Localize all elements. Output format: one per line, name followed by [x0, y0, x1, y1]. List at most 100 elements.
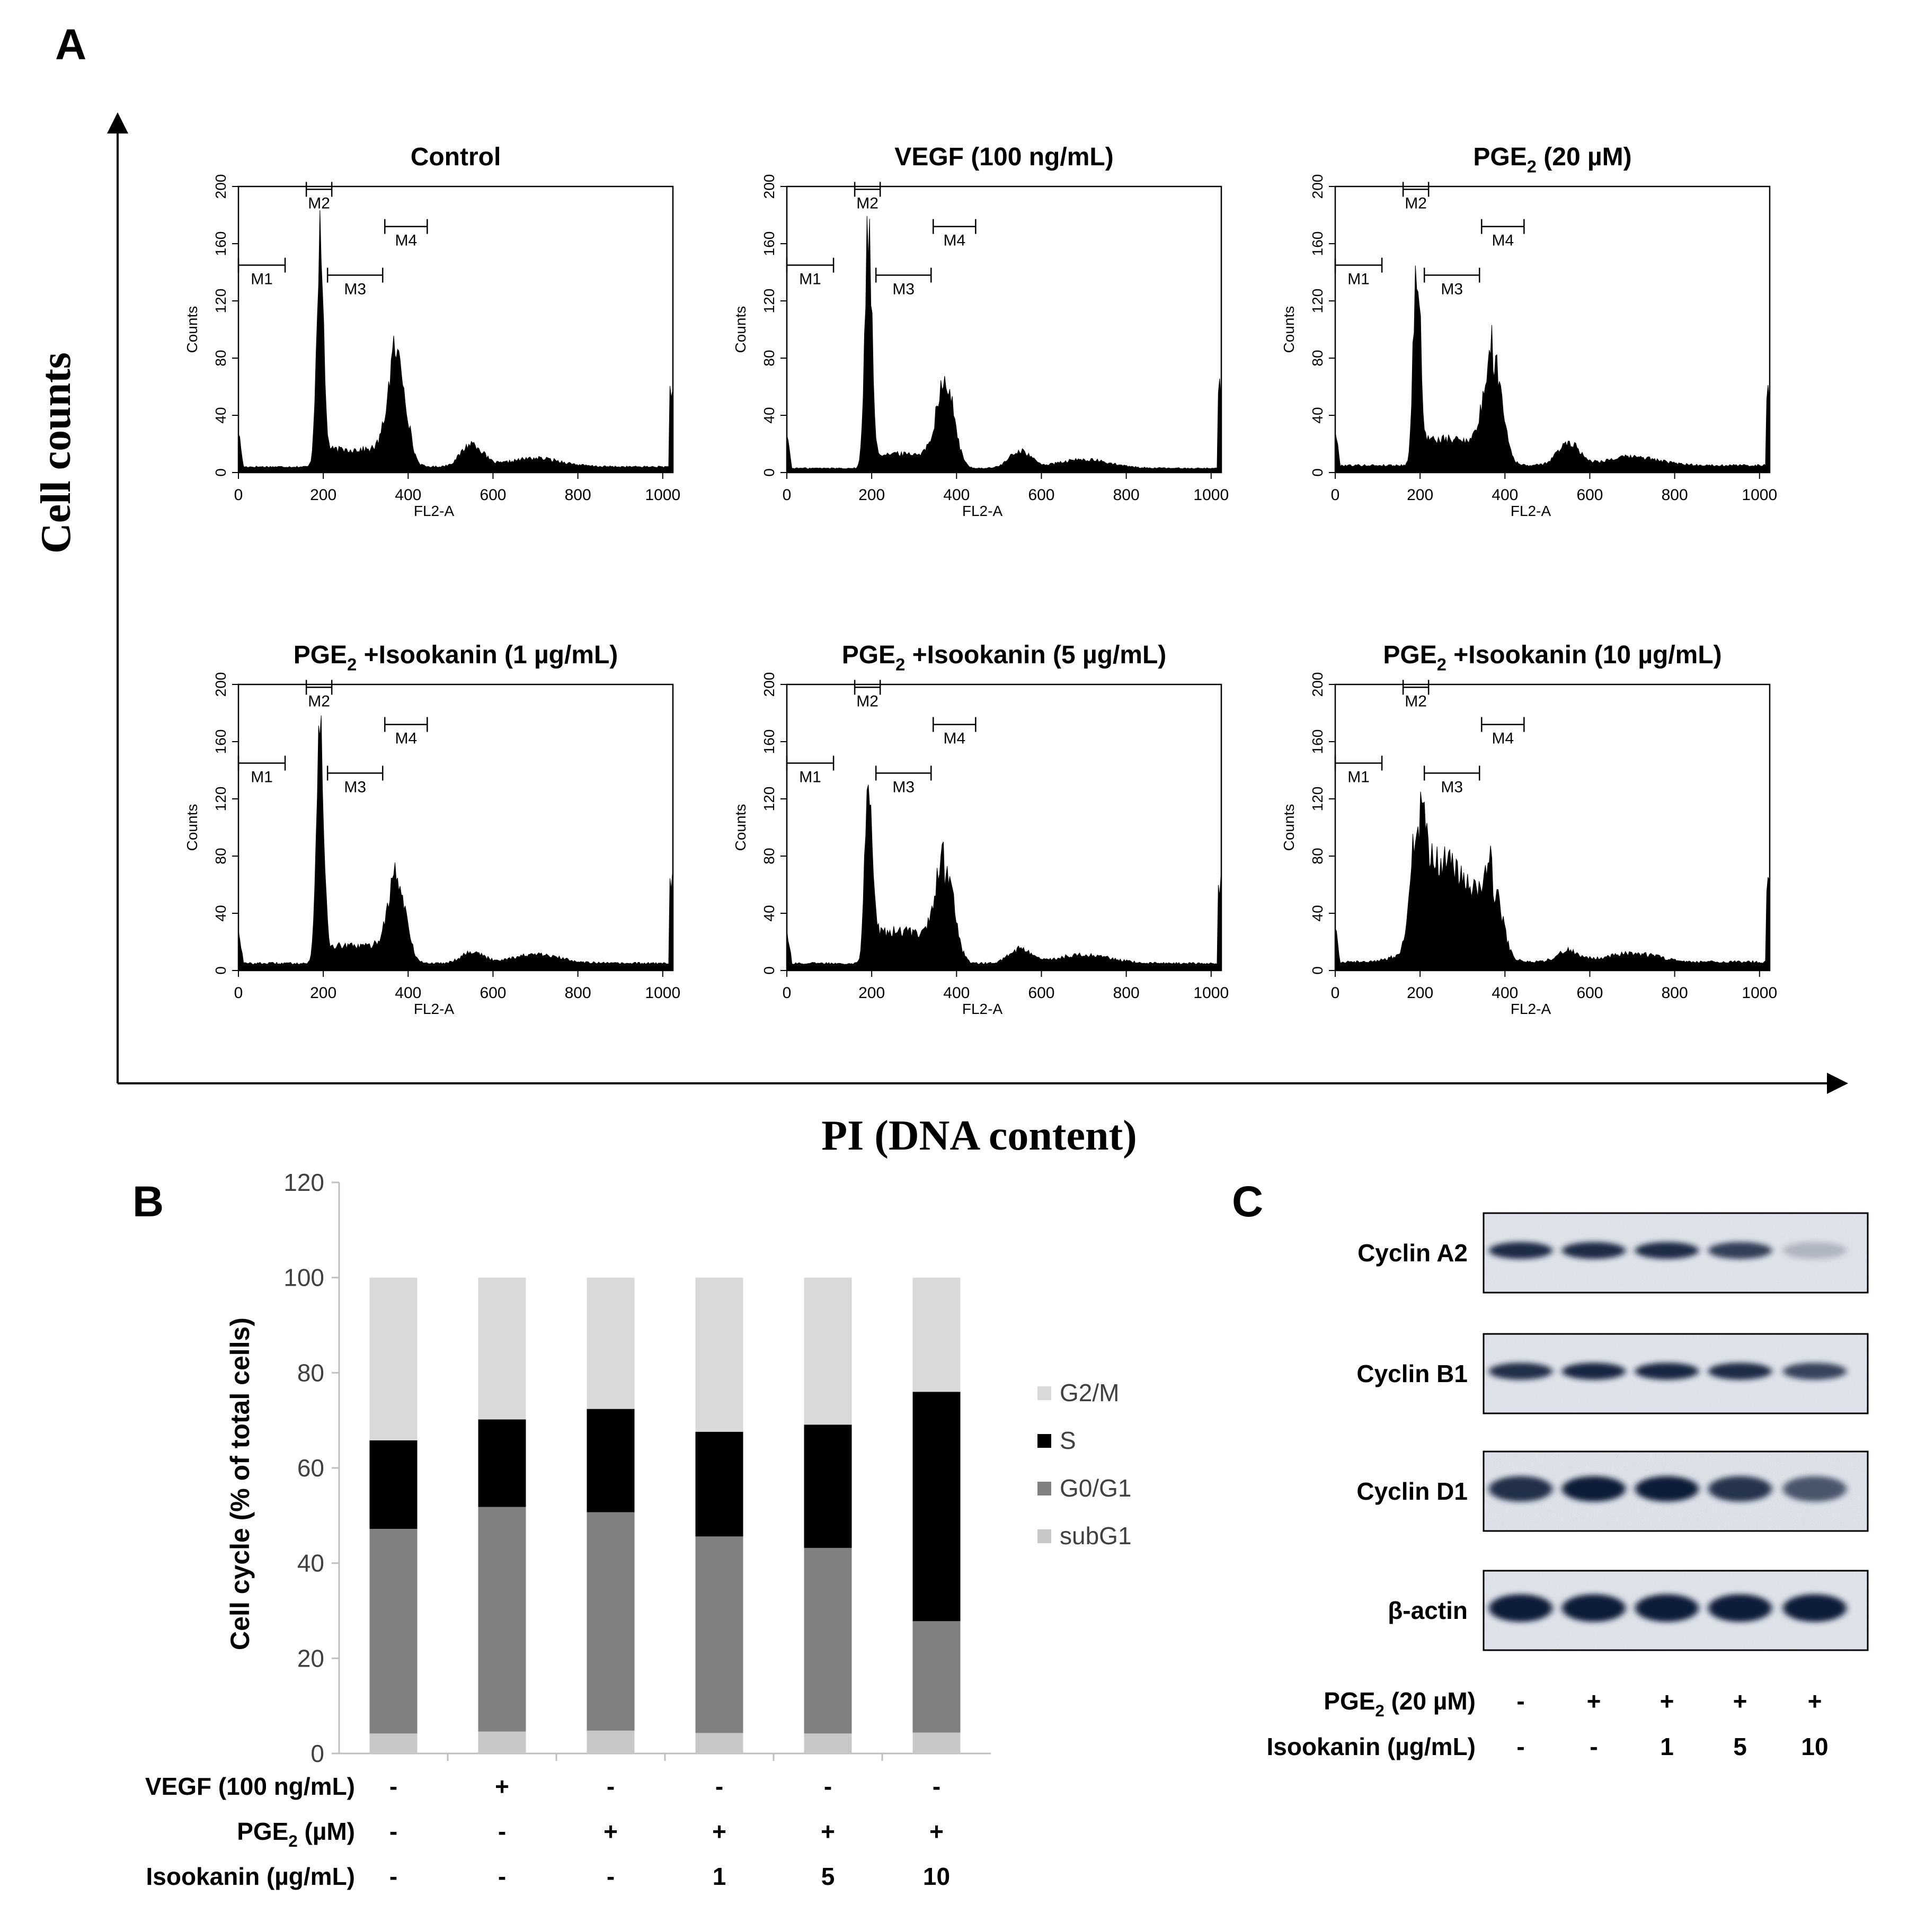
histogram-plot-frame [786, 683, 1222, 972]
x-tick-label: 1000 [645, 984, 680, 1002]
y-tick-label: 200 [212, 672, 229, 697]
blot-treatment-value: + [1587, 1687, 1601, 1715]
y-tick-label: 0 [761, 468, 777, 477]
gate-marker: M4 [1481, 219, 1525, 250]
histogram-x-label: FL2-A [414, 503, 455, 519]
bar-segment-subg1 [804, 1733, 852, 1753]
gate-label: M1 [251, 769, 273, 786]
blot-strip: Cyclin B1 [1356, 1333, 1869, 1414]
histogram-y-label: Counts [1281, 306, 1297, 353]
bar-segment-subg1 [478, 1731, 526, 1753]
gate-label: M3 [344, 280, 366, 298]
bar-segment-s [369, 1440, 418, 1529]
bar-segment-g2m [587, 1277, 635, 1409]
gate-label: M3 [1441, 778, 1463, 796]
blot-treatment-value: - [1516, 1733, 1524, 1760]
gate-marker: M4 [384, 717, 428, 747]
blot-treatment-label-main: Isookanin (µg/mL) [1266, 1733, 1476, 1760]
histogram-title-tail: (20 µM) [1537, 143, 1632, 171]
blot-strip: Cyclin A2 [1357, 1212, 1869, 1294]
blot-treatment-value: 5 [1733, 1733, 1747, 1760]
blot-treatment-label-tail: (20 µM) [1385, 1687, 1476, 1715]
bar-y-tick-label: 60 [297, 1454, 324, 1482]
blot-treatment-value: 10 [1801, 1733, 1828, 1760]
gate-marker: M2 [854, 182, 881, 212]
x-tick-label: 600 [1028, 486, 1054, 504]
x-tick-label: 0 [1331, 486, 1340, 504]
gate-marker: M4 [1481, 717, 1525, 747]
gate-marker: M4 [933, 717, 977, 747]
bar-segment-g0g1 [478, 1507, 526, 1732]
gate-label: M2 [308, 692, 330, 710]
x-tick-label: 0 [234, 486, 243, 504]
x-tick-label: 400 [395, 984, 421, 1002]
x-tick-label: 400 [943, 486, 970, 504]
blot-label: β-actin [1388, 1597, 1468, 1624]
legend-label: G0/G1 [1060, 1474, 1132, 1502]
x-tick-label: 200 [858, 984, 885, 1002]
x-tick-label: 400 [1492, 984, 1518, 1002]
gate-label: M4 [1492, 232, 1514, 250]
histogram-title: PGE2 +Isookanin (5 µg/mL) [842, 641, 1167, 674]
y-tick-label: 80 [212, 848, 229, 864]
blot-frame [1483, 1570, 1869, 1651]
blot-label: Cyclin B1 [1356, 1360, 1468, 1387]
bar-y-tick-label: 0 [310, 1740, 324, 1767]
y-tick-label: 80 [1309, 350, 1326, 366]
histogram-x-label: FL2-A [962, 503, 1003, 519]
bar-segment-g0g1 [912, 1621, 961, 1733]
bar-segment-g0g1 [369, 1528, 418, 1734]
blot-band [1783, 1363, 1847, 1380]
x-tick-label: 1000 [1193, 486, 1229, 504]
blot-treatment-value: + [1808, 1687, 1822, 1715]
gate-label: M1 [1347, 769, 1370, 786]
histogram-title-subscript: 2 [347, 654, 357, 674]
treatment-row-label-tail: (µM) [298, 1818, 355, 1845]
gate-label: M2 [308, 194, 330, 212]
y-tick-label: 160 [761, 729, 777, 754]
y-tick-label: 40 [212, 407, 229, 423]
blot-band [1562, 1242, 1626, 1259]
bar-segment-s [912, 1392, 961, 1622]
panel-b-stacked-bar-chart: 0 20 40 60 80 100 120 Cell cycle (% of total ce… [145, 1169, 1132, 1890]
bar-segment-s [587, 1409, 635, 1512]
histogram-title: PGE2 (20 µM) [1473, 143, 1631, 176]
blot-band [1489, 1476, 1552, 1502]
histogram-title: PGE2 +Isookanin (10 µg/mL) [1383, 641, 1721, 674]
blot-treatment-label-subscript: 2 [1375, 1702, 1384, 1720]
x-tick-label: 1000 [1742, 984, 1777, 1002]
x-tick-label: 800 [1662, 984, 1688, 1002]
treatment-value: + [929, 1818, 944, 1845]
y-tick-label: 160 [1309, 232, 1326, 256]
legend-swatch [1037, 1529, 1051, 1543]
histogram-title-main: Control [411, 143, 501, 171]
gate-label: M2 [1405, 194, 1427, 212]
histogram-y-label: Counts [732, 804, 749, 851]
gate-marker: M3 [1423, 765, 1480, 796]
histogram-plot-frame [786, 185, 1222, 474]
gate-label: M4 [395, 232, 417, 250]
x-tick-label: 200 [858, 486, 885, 504]
bar-y-tick-label: 120 [283, 1169, 324, 1196]
x-tick-label: 0 [234, 984, 243, 1002]
histogram-plot-frame [1334, 683, 1771, 972]
y-tick-label: 120 [1309, 289, 1326, 314]
blot-band [1783, 1476, 1847, 1502]
y-tick-label: 80 [212, 350, 229, 366]
x-tick-label: 800 [1662, 486, 1688, 504]
y-tick-label: 0 [212, 966, 229, 975]
blot-band [1783, 1594, 1847, 1622]
x-tick-label: 1000 [1742, 486, 1777, 504]
blot-band [1708, 1594, 1772, 1622]
gate-marker: M3 [1423, 268, 1480, 298]
y-tick-label: 200 [761, 672, 777, 697]
gate-label: M1 [251, 271, 273, 288]
bar-segment-g0g1 [587, 1512, 635, 1731]
x-tick-label: 0 [783, 486, 792, 504]
histogram-series [786, 785, 1221, 971]
blot-band [1708, 1363, 1772, 1380]
bar-y-tick-label: 80 [297, 1359, 324, 1386]
y-tick-label: 0 [212, 468, 229, 477]
x-tick-label: 400 [1492, 486, 1518, 504]
